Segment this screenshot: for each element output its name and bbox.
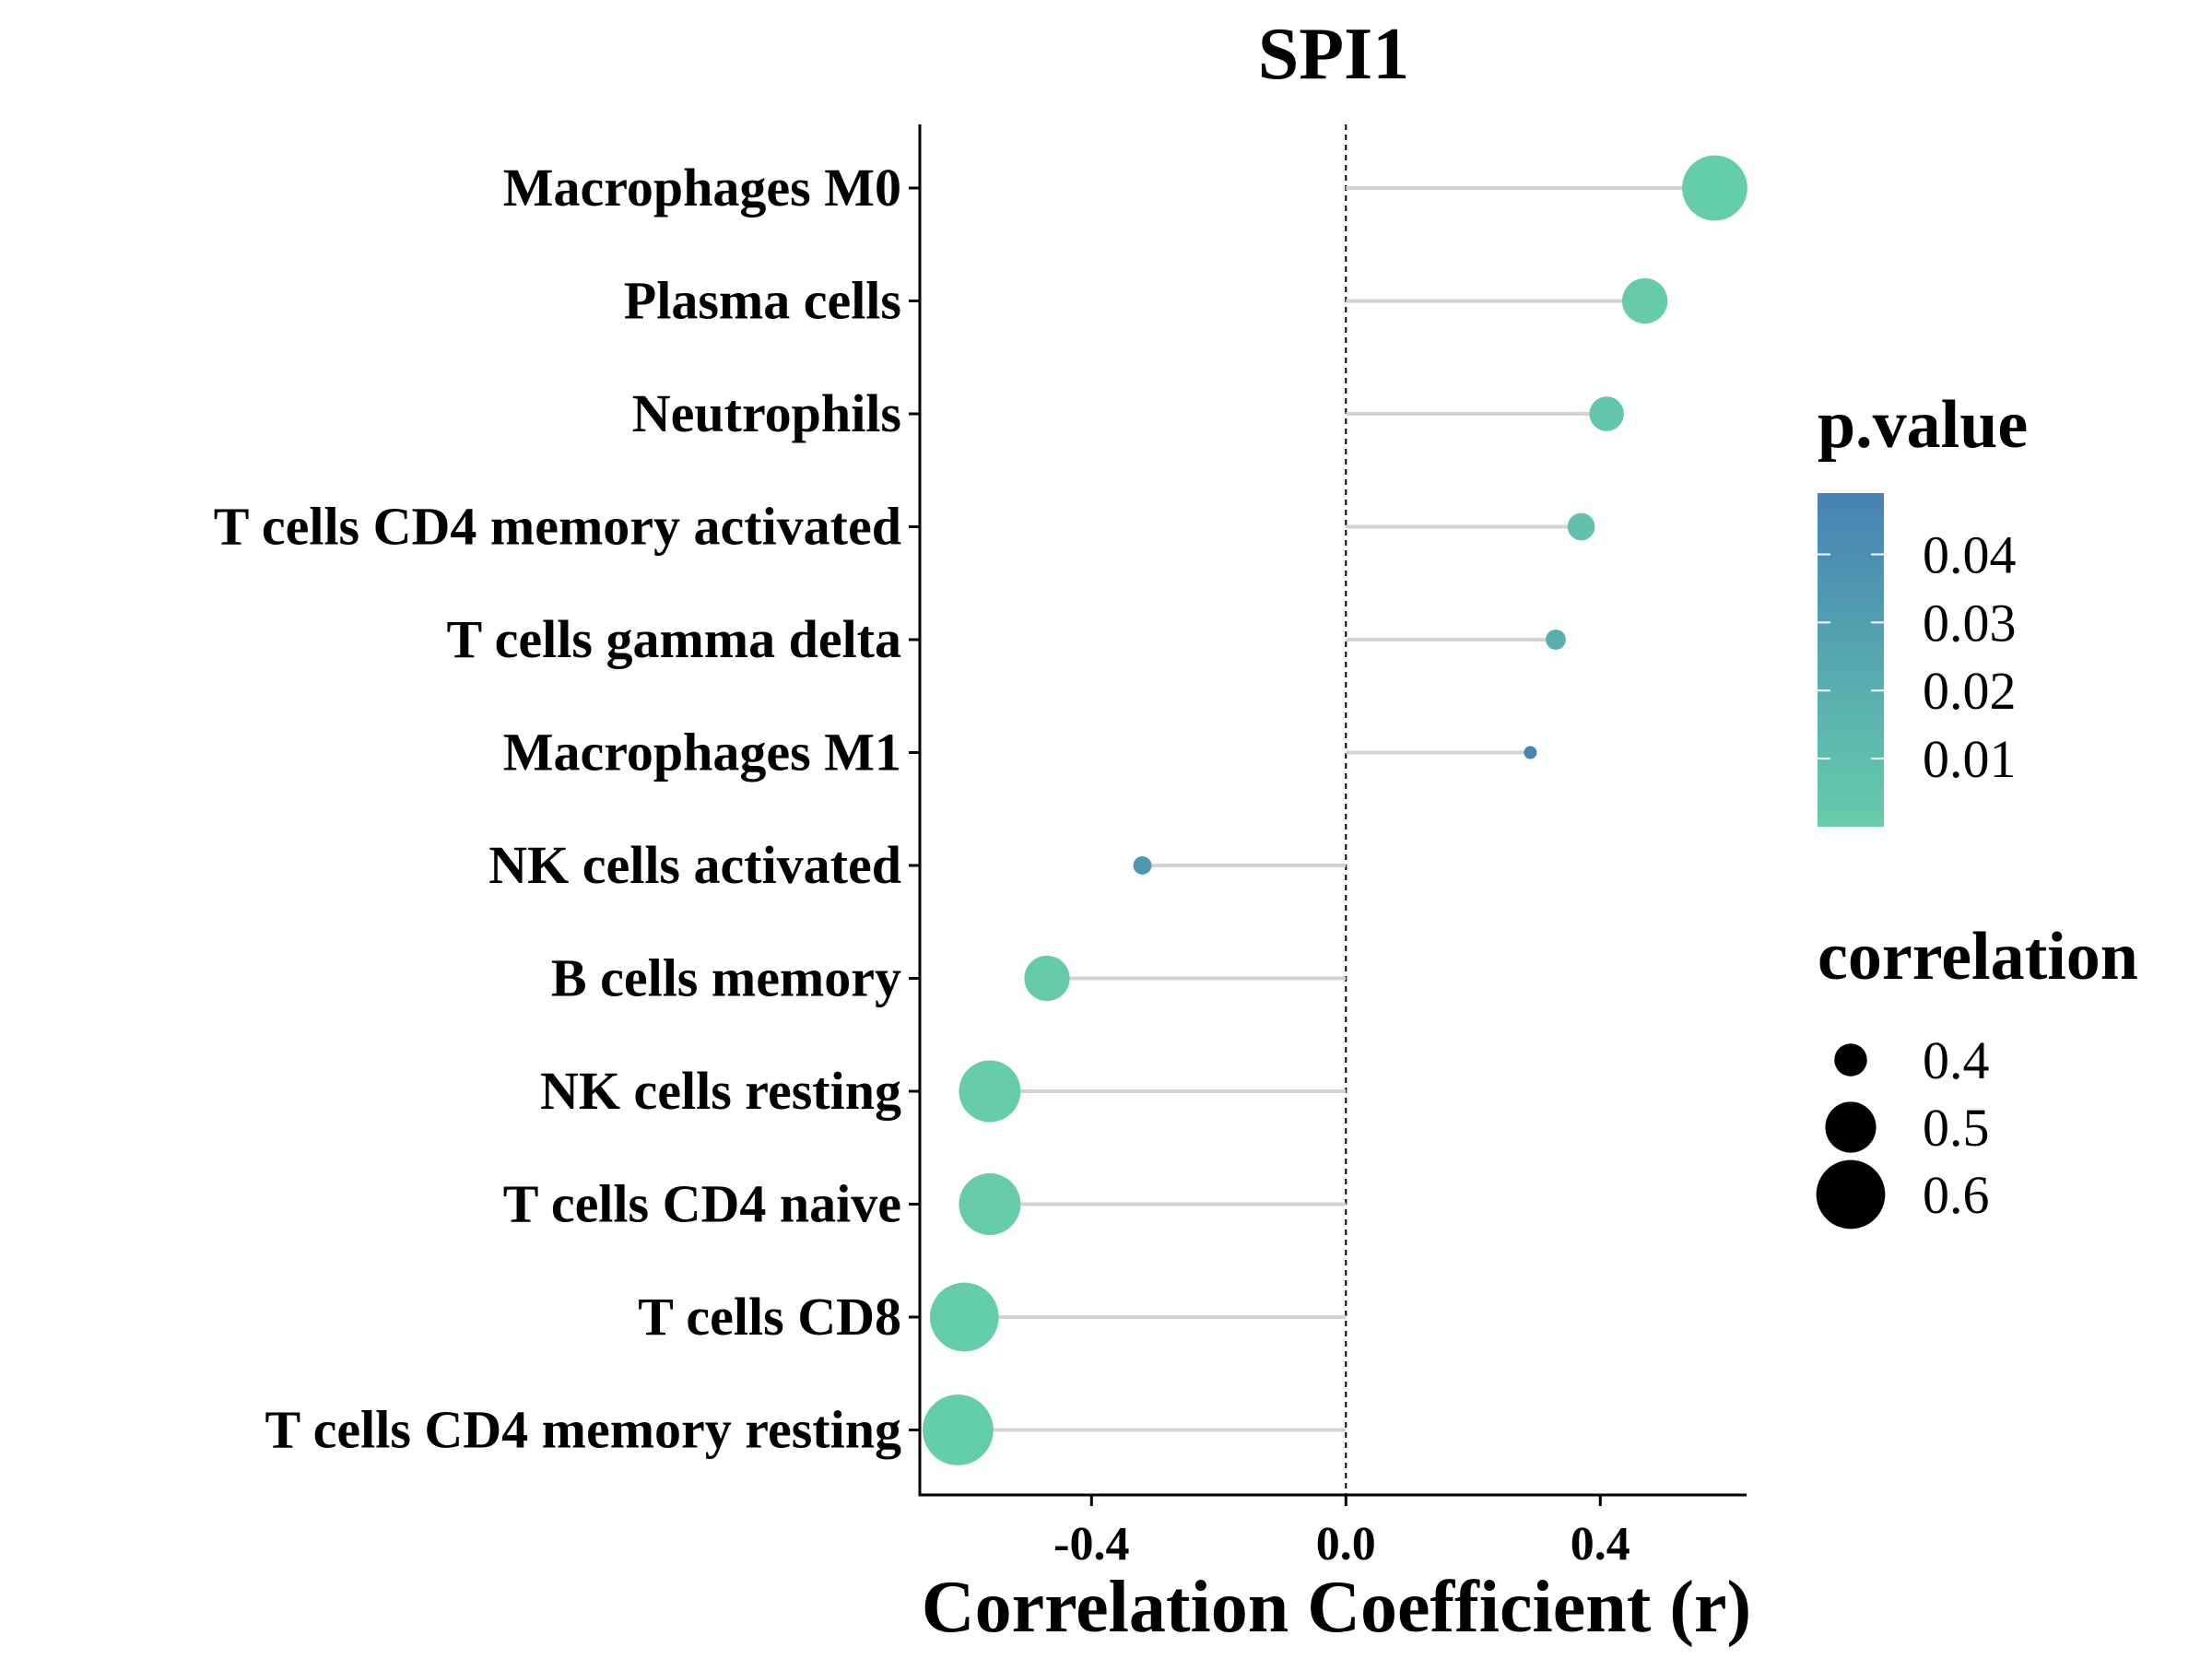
size-legend: correlation 0.4 0.5 0.6 [1816, 919, 2138, 1230]
data-point [1524, 746, 1537, 759]
color-legend-label: 0.04 [1923, 524, 2017, 584]
color-legend-label: 0.03 [1923, 593, 2017, 653]
x-tick-label: 0.0 [1316, 1518, 1376, 1571]
data-point [1682, 155, 1747, 221]
data-point [1567, 512, 1595, 541]
y-tick-label: T cells CD4 naive [503, 1174, 901, 1234]
y-tick-label: NK cells resting [540, 1061, 901, 1121]
x-axis-title: Correlation Coefficient (r) [922, 1567, 1751, 1648]
data-point [959, 1060, 1021, 1123]
y-tick-label: Macrophages M1 [503, 723, 901, 782]
y-tick-label: Plasma cells [624, 271, 901, 331]
plot-area: Macrophages M0 Plasma cells Neutrophils T c… [214, 124, 1747, 1571]
size-legend-title: correlation [1818, 919, 2138, 994]
y-tick-label: T cells gamma delta [447, 609, 901, 669]
x-tick-label: -0.4 [1053, 1518, 1129, 1571]
size-legend-label: 0.4 [1923, 1030, 1990, 1090]
y-tick-label: Neutrophils [632, 383, 901, 443]
data-point [1589, 396, 1624, 431]
data-point [929, 1282, 999, 1352]
data-point [959, 1173, 1021, 1235]
data-point [1621, 277, 1668, 324]
color-legend-label: 0.01 [1923, 729, 2017, 789]
x-tick-label: 0.4 [1571, 1518, 1630, 1571]
data-point [923, 1394, 994, 1465]
color-legend: p.value 0.04 0.03 0.02 0.01 [1818, 387, 2028, 827]
size-legend-point [1825, 1101, 1877, 1153]
y-tick-label: T cells CD8 [638, 1287, 901, 1347]
y-tick-label: T cells CD4 memory activated [214, 497, 901, 557]
chart-title: SPI1 [1258, 14, 1410, 95]
size-legend-label: 0.6 [1923, 1165, 1990, 1225]
data-point [1024, 955, 1070, 1002]
size-legend-point [1816, 1159, 1886, 1230]
y-tick-label: Macrophages M0 [503, 158, 901, 218]
color-legend-bar [1818, 493, 1884, 827]
size-legend-point [1834, 1043, 1867, 1077]
y-tick-label: NK cells activated [488, 835, 901, 895]
data-point [1546, 629, 1566, 650]
y-tick-label: T cells CD4 memory resting [265, 1400, 901, 1460]
data-point [1133, 856, 1152, 875]
color-legend-label: 0.02 [1923, 661, 2017, 721]
color-legend-title: p.value [1818, 387, 2028, 463]
size-legend-label: 0.5 [1923, 1098, 1990, 1158]
y-tick-label: B cells memory [551, 948, 901, 1008]
